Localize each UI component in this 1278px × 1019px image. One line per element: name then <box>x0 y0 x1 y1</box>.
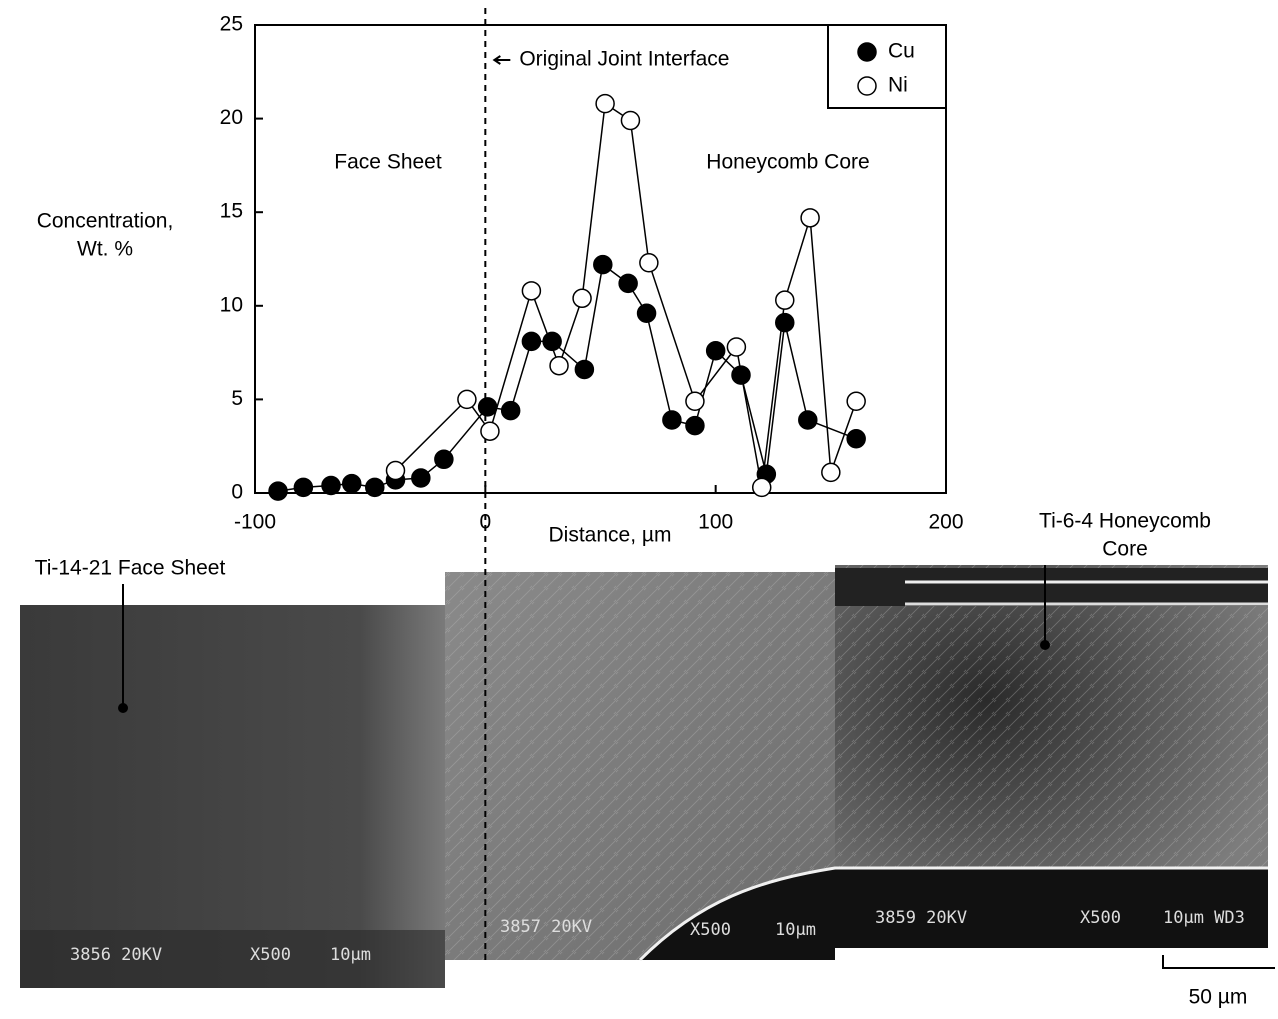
data-point <box>751 477 772 498</box>
series-line <box>277 263 857 492</box>
y-tick-label: 5 <box>231 387 243 410</box>
data-point <box>705 340 726 361</box>
data-point <box>521 331 542 352</box>
plot-frame <box>254 24 947 494</box>
data-point <box>549 355 569 376</box>
data-point <box>618 273 638 294</box>
micrograph-void <box>640 868 1268 960</box>
data-point <box>574 359 595 380</box>
sem-overlay-text: X500 <box>1080 908 1121 928</box>
legend-box <box>827 24 947 109</box>
data-point <box>500 400 521 421</box>
data-point <box>595 93 615 114</box>
sem-overlay-text: X500 <box>250 945 291 965</box>
x-tick-label: -100 <box>234 511 276 534</box>
reference-label: Original Joint Interface <box>519 48 729 71</box>
y-tick-label: 0 <box>231 481 243 504</box>
y-axis-label: Concentration, <box>37 210 174 233</box>
data-point <box>800 208 820 228</box>
data-point <box>411 468 431 488</box>
data-point <box>639 252 659 273</box>
micrograph-band <box>835 568 1268 606</box>
micrograph: 50 µm <box>20 565 1275 1009</box>
data-point <box>775 290 795 310</box>
data-point <box>480 421 500 441</box>
data-point <box>593 254 613 275</box>
series-line <box>394 102 857 488</box>
data-point <box>846 428 866 449</box>
y-tick-label: 25 <box>220 13 243 36</box>
micrograph-panel <box>20 605 445 988</box>
pointer-dot <box>1040 640 1050 650</box>
x-tick-label: 100 <box>698 511 733 534</box>
y-axis-label: Wt. % <box>77 238 133 261</box>
data-point <box>542 331 562 352</box>
legend-marker <box>857 42 877 62</box>
data-point <box>798 410 818 430</box>
data-point <box>434 449 454 470</box>
data-point <box>293 477 314 498</box>
sem-overlay-text: X500 <box>690 920 731 940</box>
sem-overlay-text: 10µm WD3 <box>1163 908 1245 928</box>
data-point <box>685 415 705 436</box>
x-tick-label: 200 <box>928 511 963 534</box>
data-point <box>775 312 795 333</box>
data-point <box>620 110 641 131</box>
sem-overlay-text: 3857 20KV <box>500 917 592 937</box>
data-point <box>477 397 498 417</box>
y-tick-label: 20 <box>220 106 243 129</box>
data-point <box>321 475 341 496</box>
data-point <box>341 473 362 494</box>
data-point <box>365 477 385 498</box>
micrograph-edge <box>638 866 1268 962</box>
data-point <box>457 389 477 410</box>
annotation: Face Sheet <box>334 151 442 174</box>
data-point <box>268 481 288 501</box>
data-point <box>846 391 866 412</box>
y-tick-label: 10 <box>220 293 243 316</box>
pointer-dot <box>118 703 128 713</box>
data-point <box>662 410 682 430</box>
data-point <box>821 462 841 483</box>
x-axis-label: Distance, µm <box>549 524 672 547</box>
data-point <box>636 303 657 324</box>
scale-bar-label: 50 µm <box>1189 986 1248 1009</box>
data-point <box>521 281 542 301</box>
micrograph-footer <box>20 930 445 988</box>
sem-overlay-text: 10µm <box>775 920 816 940</box>
sem-overlay-text: 10µm <box>330 945 371 965</box>
legend-label: Cu <box>888 40 915 63</box>
legend-marker <box>857 76 877 96</box>
micrograph-label: Core <box>1102 538 1148 561</box>
annotation: Honeycomb Core <box>706 151 869 174</box>
data-point <box>385 460 406 481</box>
scale-bar <box>1162 955 1275 969</box>
micrograph-label: Ti-14-21 Face Sheet <box>35 557 226 580</box>
data-point <box>731 365 751 385</box>
annotation-arrow <box>492 55 511 65</box>
sem-overlay-text: 3859 20KV <box>875 908 967 928</box>
data-point <box>726 337 747 357</box>
sem-overlay-text: 3856 20KV <box>70 945 162 965</box>
micrograph-label: Ti-6-4 Honeycomb <box>1039 510 1211 533</box>
x-tick-label: 0 <box>479 511 491 534</box>
data-point <box>685 391 705 412</box>
legend-label: Ni <box>888 74 908 97</box>
data-point <box>572 288 592 309</box>
y-tick-label: 15 <box>220 200 243 223</box>
